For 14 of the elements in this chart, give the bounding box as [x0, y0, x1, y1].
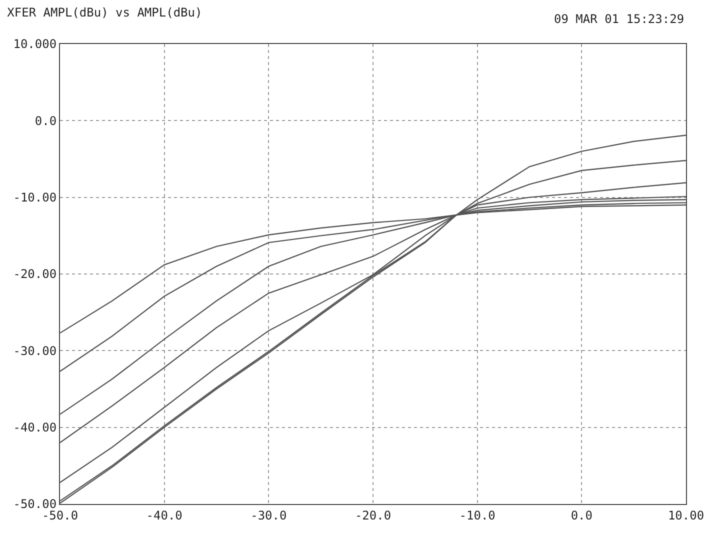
y-tick-label: -30.00 — [13, 344, 57, 358]
x-tick-label: 10.00 — [668, 508, 704, 522]
x-tick-label: 0.0 — [570, 508, 593, 522]
x-tick-label: -30.0 — [250, 508, 287, 522]
y-tick-label: -10.00 — [13, 190, 57, 205]
y-tick-label: 10.000 — [13, 37, 57, 52]
y-tick-label: -40.00 — [13, 420, 57, 435]
x-tick-label: -20.0 — [354, 508, 392, 522]
x-tick-label: -10.0 — [459, 508, 496, 522]
y-tick-label: 0.0 — [34, 114, 57, 128]
text: 09 MAR 01 15:23:29 — [554, 12, 684, 26]
chart-title: XFER AMPL(dBu) vs AMPL(dBu) — [7, 5, 202, 20]
x-tick-label: -40.0 — [146, 508, 182, 522]
y-tick-label: -20.00 — [13, 267, 57, 282]
